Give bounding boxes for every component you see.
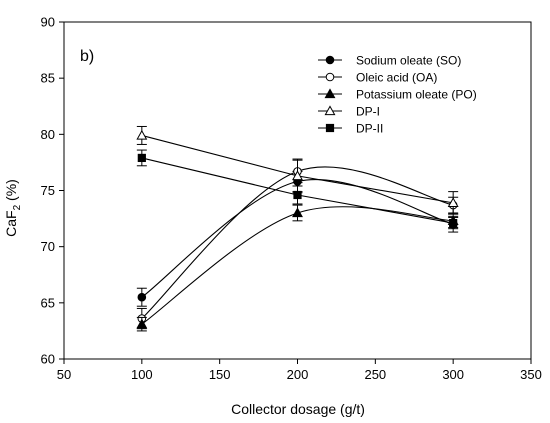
legend: Sodium oleate (SO) Oleic acid (OA) Potassi…	[318, 54, 477, 136]
legend-marker	[325, 123, 335, 133]
data-point	[449, 218, 458, 228]
y-axis-title-subscript: 2	[12, 204, 23, 210]
legend-label: Oleic acid (OA)	[356, 71, 437, 85]
legend-marker	[324, 88, 336, 99]
legend-label: DP-I	[356, 105, 380, 119]
y-tick-label: 80	[41, 127, 55, 142]
y-tick-label: 90	[41, 15, 55, 30]
panel-label: b)	[80, 48, 94, 65]
y-tick-label: 85	[41, 71, 55, 86]
series-markers	[136, 125, 459, 332]
legend-marker	[324, 105, 336, 116]
data-point	[292, 207, 303, 218]
axes: 50 100 150 200 250 300 350 60 65 70 75 80 85 90	[41, 15, 542, 383]
x-tick-label: 50	[57, 367, 71, 382]
x-tick-label: 350	[520, 367, 542, 382]
data-point	[292, 170, 303, 181]
x-tick-label: 250	[364, 367, 386, 382]
legend-label: Sodium oleate (SO)	[356, 54, 461, 68]
y-tick-label: 60	[41, 352, 55, 367]
x-tick-label: 150	[209, 367, 231, 382]
data-point	[447, 197, 459, 208]
data-point	[293, 190, 302, 200]
y-axis-title-unit: (%)	[3, 179, 19, 205]
x-tick-label: 300	[442, 367, 464, 382]
y-tick-label: 70	[41, 239, 55, 254]
x-tick-label: 100	[131, 367, 153, 382]
legend-marker	[325, 72, 335, 82]
legend-marker	[325, 55, 335, 65]
data-point	[136, 318, 148, 329]
y-axis-title: CaF2 (%)	[3, 179, 23, 237]
data-point	[137, 292, 147, 302]
x-tick-label: 200	[287, 367, 309, 382]
legend-label: DP-II	[356, 122, 383, 136]
series-line-2	[141, 206, 454, 325]
x-axis-title: Collector dosage (g/t)	[231, 401, 365, 417]
y-tick-label: 65	[41, 295, 55, 310]
data-point	[136, 129, 148, 140]
y-axis-title-main: CaF	[3, 210, 19, 236]
data-point	[137, 153, 146, 163]
legend-label: Potassium oleate (PO)	[356, 88, 477, 102]
y-tick-label: 75	[41, 183, 55, 198]
